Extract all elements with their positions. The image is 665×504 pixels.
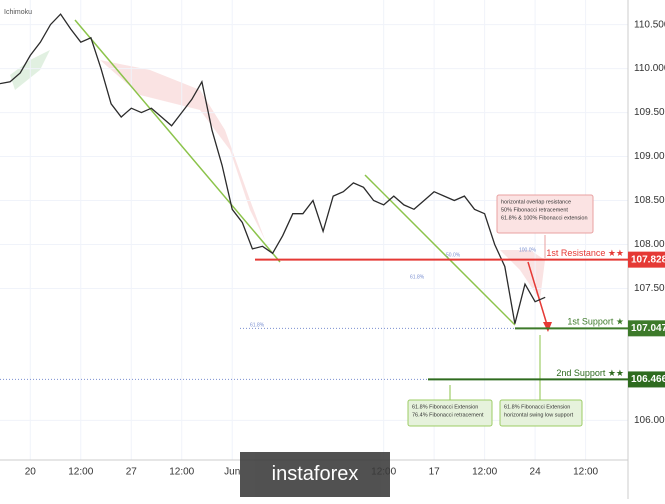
note-text: horizontal overlap resistance: [501, 199, 571, 205]
note-box: [499, 399, 583, 427]
price-box: [628, 320, 665, 337]
trend-line: [74, 19, 281, 263]
fib-label: 50.0%: [446, 252, 461, 258]
price-box-label: 107.828: [631, 254, 665, 265]
note-text: 50% Fibonacci retracement: [501, 207, 568, 213]
x-tick-label: Jun: [224, 467, 240, 478]
level-label: 1st Resistance ★★: [546, 248, 624, 258]
fib-label: 61.8%: [410, 274, 425, 280]
note-text: 61.8% Fibonacci Extension: [412, 404, 478, 410]
x-tick-label: 24: [530, 467, 542, 478]
price-box: [628, 251, 665, 268]
y-tick-label: 108.500: [634, 195, 665, 206]
price-line: [0, 13, 546, 324]
y-tick-label: 109.500: [634, 107, 665, 118]
x-tick-label: 20: [25, 467, 37, 478]
note-text: 61.8% Fibonacci Extension: [504, 404, 570, 410]
x-tick-label: 17: [429, 467, 441, 478]
x-tick-label: 12:00: [68, 467, 93, 478]
y-tick-label: 106.000: [634, 415, 665, 426]
watermark-box: instaforex: [240, 452, 390, 497]
arrow-head: [543, 322, 552, 332]
x-tick-label: 12:00: [472, 467, 497, 478]
note-box: [407, 399, 493, 427]
level-label: 1st Support ★: [567, 317, 624, 327]
note-box: [496, 194, 594, 234]
ichimoku-cloud: [500, 250, 545, 300]
y-tick-label: 110.500: [634, 19, 665, 30]
note-text: horizontal swing low support: [504, 412, 574, 418]
y-tick-label: 109.000: [634, 151, 665, 162]
y-tick-label: 107.500: [634, 283, 665, 294]
price-box: [628, 371, 665, 388]
price-box-label: 107.047: [631, 323, 665, 334]
note-text: 61.8% & 100% Fibonacci extension: [501, 215, 588, 221]
fib-label: 100.0%: [519, 247, 537, 253]
y-tick-label: 108.000: [634, 239, 665, 250]
arrow: [527, 261, 549, 329]
fib-label: 61.8%: [250, 322, 265, 328]
level-label: 2nd Support ★★: [556, 368, 624, 378]
x-tick-label: 12:00: [169, 467, 194, 478]
watermark: instaforex: [271, 463, 359, 485]
x-tick-label: 12:00: [573, 467, 598, 478]
note-text: 76.4% Fibonacci retracement: [412, 412, 484, 418]
header-indicator: Ichimoku: [4, 9, 32, 16]
y-tick-label: 110.000: [634, 63, 665, 74]
x-tick-label: 27: [126, 467, 138, 478]
price-box-label: 106.466: [631, 374, 665, 385]
